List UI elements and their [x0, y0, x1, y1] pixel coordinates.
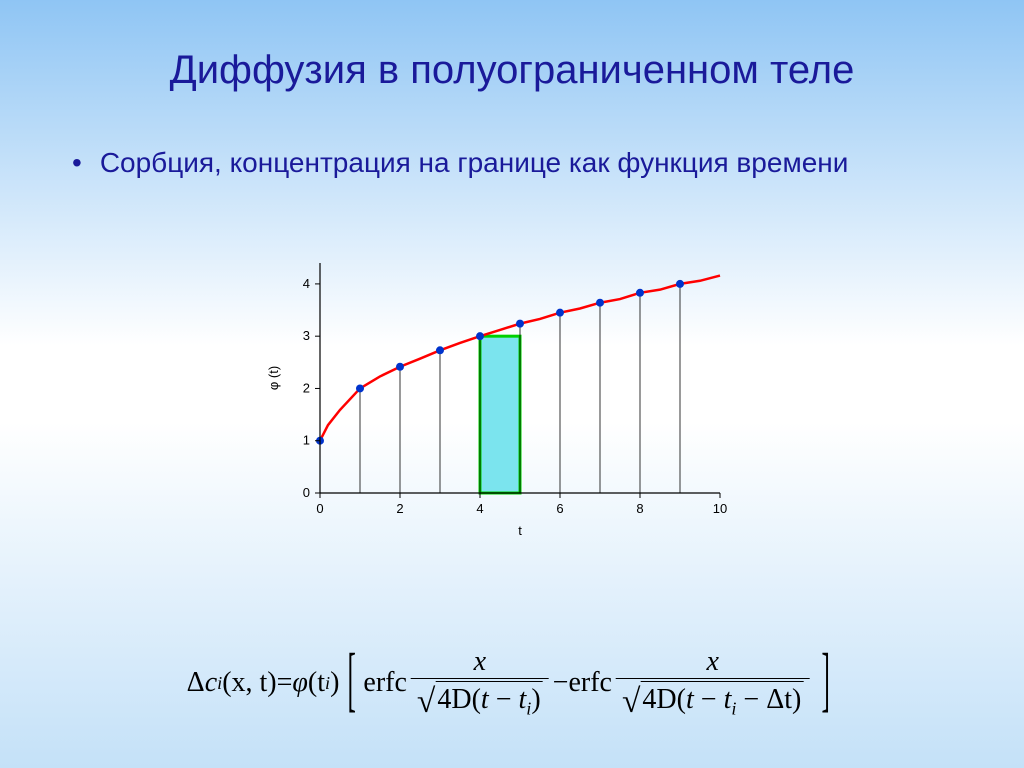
- eq-4d1: 4D: [437, 684, 471, 715]
- eq-phi: φ: [292, 667, 308, 699]
- eq-big-minus: −: [553, 667, 569, 699]
- equation: Δci(x, t) = φ(ti) [ erfc x √ 4D(t − ti) …: [187, 646, 838, 720]
- eq-sqrt1: √ 4D(t − ti): [417, 681, 543, 720]
- svg-text:4: 4: [303, 276, 310, 291]
- svg-text:4: 4: [476, 501, 483, 516]
- eq-ti2: t: [724, 684, 732, 715]
- svg-text:0: 0: [303, 485, 310, 500]
- eq-c: c: [205, 667, 217, 699]
- bullet-text: Сорбция, концентрация на границе как фун…: [100, 145, 849, 181]
- eq-t2: t: [686, 684, 694, 715]
- eq-lhs-args: (x, t): [222, 667, 276, 699]
- eq-equals: =: [277, 667, 293, 699]
- slide-title: Диффузия в полуограниченном теле: [0, 0, 1024, 93]
- eq-frac1-den: √ 4D(t − ti): [411, 678, 549, 720]
- bullet-item: • Сорбция, концентрация на границе как ф…: [72, 145, 964, 181]
- eq-m3: −: [736, 684, 766, 715]
- svg-text:3: 3: [303, 328, 310, 343]
- eq-sqrt2: √ 4D(t − ti − Δt): [622, 681, 803, 720]
- eq-m1: −: [489, 684, 519, 715]
- eq-frac2-den: √ 4D(t − ti − Δt): [616, 678, 809, 720]
- svg-text:t: t: [518, 523, 522, 538]
- svg-text:2: 2: [303, 380, 310, 395]
- svg-text:10: 10: [713, 501, 727, 516]
- eq-frac2-num: x: [700, 646, 724, 678]
- eq-frac1: x √ 4D(t − ti): [411, 646, 549, 720]
- svg-text:0: 0: [316, 501, 323, 516]
- eq-t1: t: [481, 684, 489, 715]
- chart-svg: 0 2 4 6 8 10 0 1 2 3 4 t φ (t): [260, 255, 740, 545]
- svg-text:8: 8: [636, 501, 643, 516]
- eq-erfc2: erfc: [568, 667, 612, 699]
- eq-4d2: 4D: [642, 684, 676, 715]
- eq-frac1-num: x: [468, 646, 492, 678]
- eq-phi-open: (t: [308, 667, 325, 699]
- eq-m2: −: [694, 684, 724, 715]
- eq-ti1: t: [519, 684, 527, 715]
- eq-phi-close: ): [330, 667, 339, 699]
- bullet-marker: •: [72, 145, 82, 181]
- svg-text:2: 2: [396, 501, 403, 516]
- eq-frac2: x √ 4D(t − ti − Δt): [616, 646, 809, 720]
- svg-text:φ (t): φ (t): [266, 366, 281, 390]
- eq-dt: Δt: [766, 684, 792, 715]
- svg-text:6: 6: [556, 501, 563, 516]
- chart: 0 2 4 6 8 10 0 1 2 3 4 t φ (t): [260, 255, 740, 545]
- eq-erfc1: erfc: [363, 667, 407, 699]
- svg-text:1: 1: [303, 433, 310, 448]
- eq-delta: Δ: [187, 667, 205, 699]
